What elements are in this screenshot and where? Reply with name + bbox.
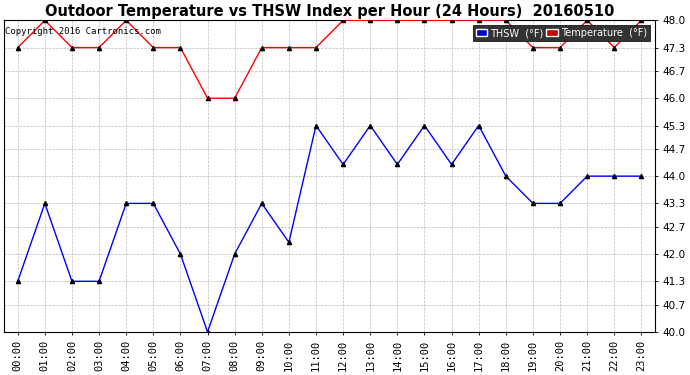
Text: Copyright 2016 Cartronics.com: Copyright 2016 Cartronics.com bbox=[6, 27, 161, 36]
Title: Outdoor Temperature vs THSW Index per Hour (24 Hours)  20160510: Outdoor Temperature vs THSW Index per Ho… bbox=[45, 4, 614, 19]
Legend: THSW  (°F), Temperature  (°F): THSW (°F), Temperature (°F) bbox=[473, 25, 650, 41]
